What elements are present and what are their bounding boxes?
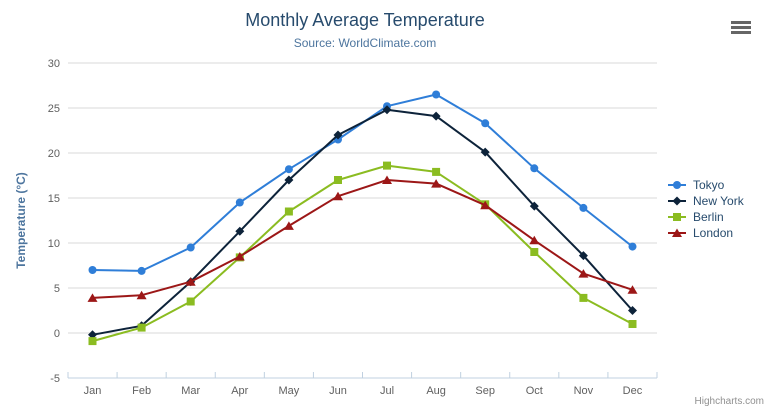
hamburger-icon [731,26,751,29]
hamburger-icon [731,21,751,24]
y-axis-label: 0 [54,328,60,340]
series-marker-london[interactable] [185,277,196,286]
x-axis-label: May [278,385,299,397]
y-axis-title: Temperature (°C) [14,172,28,269]
legend: Tokyo New York Berlin London [668,177,744,241]
series-marker-berlin[interactable] [628,320,637,328]
series-line-new-york[interactable] [91,108,634,336]
legend-marker-berlin [668,213,686,221]
series-marker-berlin[interactable] [137,323,146,332]
legend-item-london[interactable]: London [668,225,744,241]
legend-item-tokyo[interactable]: Tokyo [668,177,744,193]
legend-label: London [693,226,734,240]
series-marker-tokyo[interactable] [235,198,244,207]
x-axis-label: Jan [84,385,102,397]
series-marker-london[interactable] [529,235,540,245]
legend-label: Berlin [693,210,724,224]
series-marker-london[interactable] [382,175,392,185]
legend-marker-london [668,228,686,237]
series-marker-london[interactable] [136,290,147,300]
series-marker-new-york[interactable] [333,130,343,140]
series-marker-berlin[interactable] [334,176,342,184]
legend-marker-tokyo [668,181,686,189]
series-marker-tokyo[interactable] [481,119,490,128]
series-marker-new-york[interactable] [578,251,588,261]
series-marker-london[interactable] [578,269,589,278]
y-axis-label: 5 [54,283,60,295]
series-marker-tokyo[interactable] [284,165,293,174]
series-line-berlin[interactable] [91,164,634,343]
y-axis-label: 15 [48,193,60,205]
chart-subtitle: Source: WorldClimate.com [293,36,437,50]
x-axis-label: Sep [475,385,495,397]
series-marker-new-york[interactable] [88,330,97,340]
series-line-tokyo[interactable] [91,93,634,272]
x-axis-label: Feb [132,385,151,397]
y-axis-label: 20 [48,148,60,160]
series-marker-new-york[interactable] [431,111,441,121]
x-axis-label: Apr [231,385,248,397]
chart-title: Monthly Average Temperature [245,10,485,30]
series-marker-new-york[interactable] [529,201,539,211]
x-axis-label: Aug [426,385,446,397]
legend-label: New York [693,194,744,208]
x-axis-label: Mar [181,385,200,397]
series-marker-berlin[interactable] [383,161,391,170]
legend-marker-new-york [668,196,686,206]
series-marker-london[interactable] [431,179,442,188]
series-marker-berlin[interactable] [186,297,195,306]
series-marker-london[interactable] [627,285,638,294]
series-marker-tokyo[interactable] [628,242,637,251]
series-marker-tokyo[interactable] [88,266,97,274]
y-axis-label: -5 [50,373,60,385]
series-marker-new-york[interactable] [480,147,490,157]
series-marker-london[interactable] [480,200,491,210]
y-axis-label: 25 [48,103,60,115]
series-marker-new-york[interactable] [382,105,392,115]
legend-label: Tokyo [693,178,725,192]
x-axis-label: Jul [380,385,394,397]
x-axis-label: Nov [574,385,594,397]
x-axis-label: Jun [329,385,347,397]
series-marker-tokyo[interactable] [579,203,588,212]
legend-item-new-york[interactable]: New York [668,193,744,209]
series-marker-london[interactable] [283,221,294,230]
y-axis-label: 30 [48,58,60,70]
series-marker-new-york[interactable] [235,226,245,236]
series-marker-berlin[interactable] [579,293,588,302]
series-marker-new-york[interactable] [628,306,637,315]
series-marker-berlin[interactable] [432,167,441,176]
series-marker-london[interactable] [234,252,245,261]
series-marker-tokyo[interactable] [530,164,539,173]
series-marker-berlin[interactable] [88,337,97,346]
x-axis-label: Dec [623,385,643,397]
credits-link[interactable]: Highcharts.com [694,396,764,407]
series-marker-new-york[interactable] [284,175,294,185]
series-marker-london[interactable] [333,191,343,201]
series-line-london[interactable] [91,179,634,299]
series-marker-tokyo[interactable] [432,90,441,99]
x-axis-label: Oct [526,385,543,397]
hamburger-icon [731,31,751,34]
series-marker-berlin[interactable] [284,207,293,216]
series-marker-london[interactable] [87,293,98,302]
series-marker-berlin[interactable] [530,248,539,256]
y-axis-label: 10 [48,238,60,250]
legend-item-berlin[interactable]: Berlin [668,209,744,225]
series-marker-tokyo[interactable] [137,266,146,275]
series-marker-tokyo[interactable] [186,243,195,252]
export-menu-button[interactable] [731,21,751,36]
